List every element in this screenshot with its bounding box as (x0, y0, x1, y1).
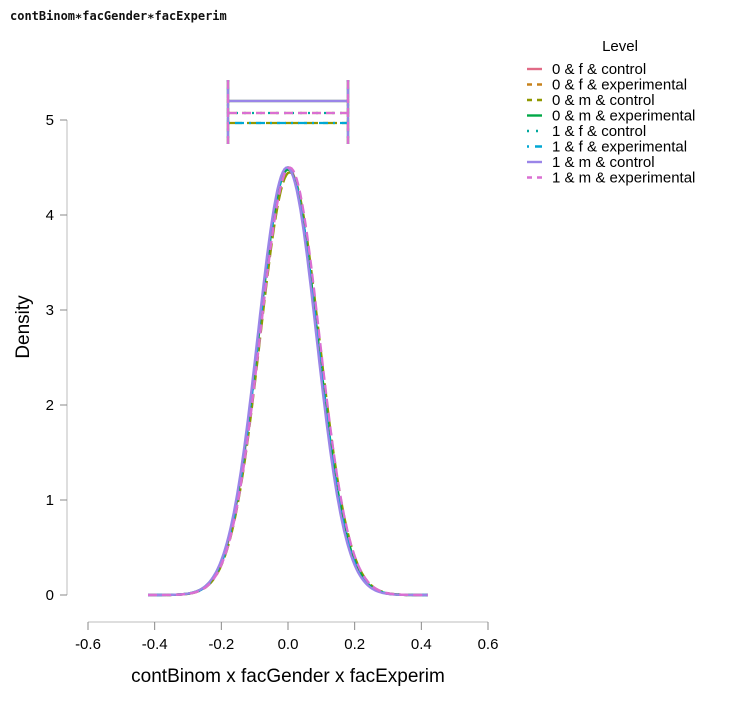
legend-item-label: 1 & m & control (552, 154, 655, 171)
x-axis: -0.6 -0.4 -0.2 0.0 0.2 0.4 0.6 (75, 621, 499, 653)
x-tick-label: 0.4 (411, 636, 432, 653)
y-tick-label: 2 (46, 397, 54, 414)
density-curve (148, 166, 428, 597)
y-tick-label: 1 (46, 492, 54, 509)
density-curve (148, 166, 428, 597)
y-axis-label: Density (13, 295, 34, 359)
legend-item-label: 1 & f & control (552, 123, 646, 140)
density-curve (148, 166, 428, 597)
x-tick-label: -0.2 (208, 636, 234, 653)
density-curve (148, 166, 428, 597)
legend-item-label: 1 & m & experimental (552, 170, 695, 187)
y-tick-label: 0 (46, 587, 54, 604)
density-curve (148, 171, 428, 597)
chart-title: contBinom∗facGender∗facExperim (10, 9, 227, 23)
y-tick-label: 3 (46, 302, 54, 319)
density-curve (148, 166, 428, 597)
density-curve (148, 166, 428, 597)
density-curve (148, 168, 428, 597)
x-tick-label: -0.6 (75, 636, 101, 653)
y-tick-label: 5 (46, 112, 54, 129)
legend-item-label: 0 & f & control (552, 61, 646, 78)
x-tick-label: -0.4 (142, 636, 168, 653)
y-axis: 0 1 2 3 4 5 (46, 112, 68, 604)
y-tick-label: 4 (46, 207, 54, 224)
legend-item-label: 1 & f & experimental (552, 139, 687, 156)
legend-item-label: 0 & m & experimental (552, 108, 695, 125)
x-tick-label: 0.6 (478, 636, 499, 653)
x-tick-label: 0.2 (344, 636, 365, 653)
density-curves (148, 166, 428, 597)
interval-bars (226, 80, 350, 144)
legend-item-label: 0 & m & control (552, 92, 655, 109)
x-axis-label: contBinom x facGender x facExperim (131, 666, 445, 687)
legend-title: Level (602, 38, 638, 55)
legend-item-label: 0 & f & experimental (552, 77, 687, 94)
x-tick-label: 0.0 (278, 636, 299, 653)
